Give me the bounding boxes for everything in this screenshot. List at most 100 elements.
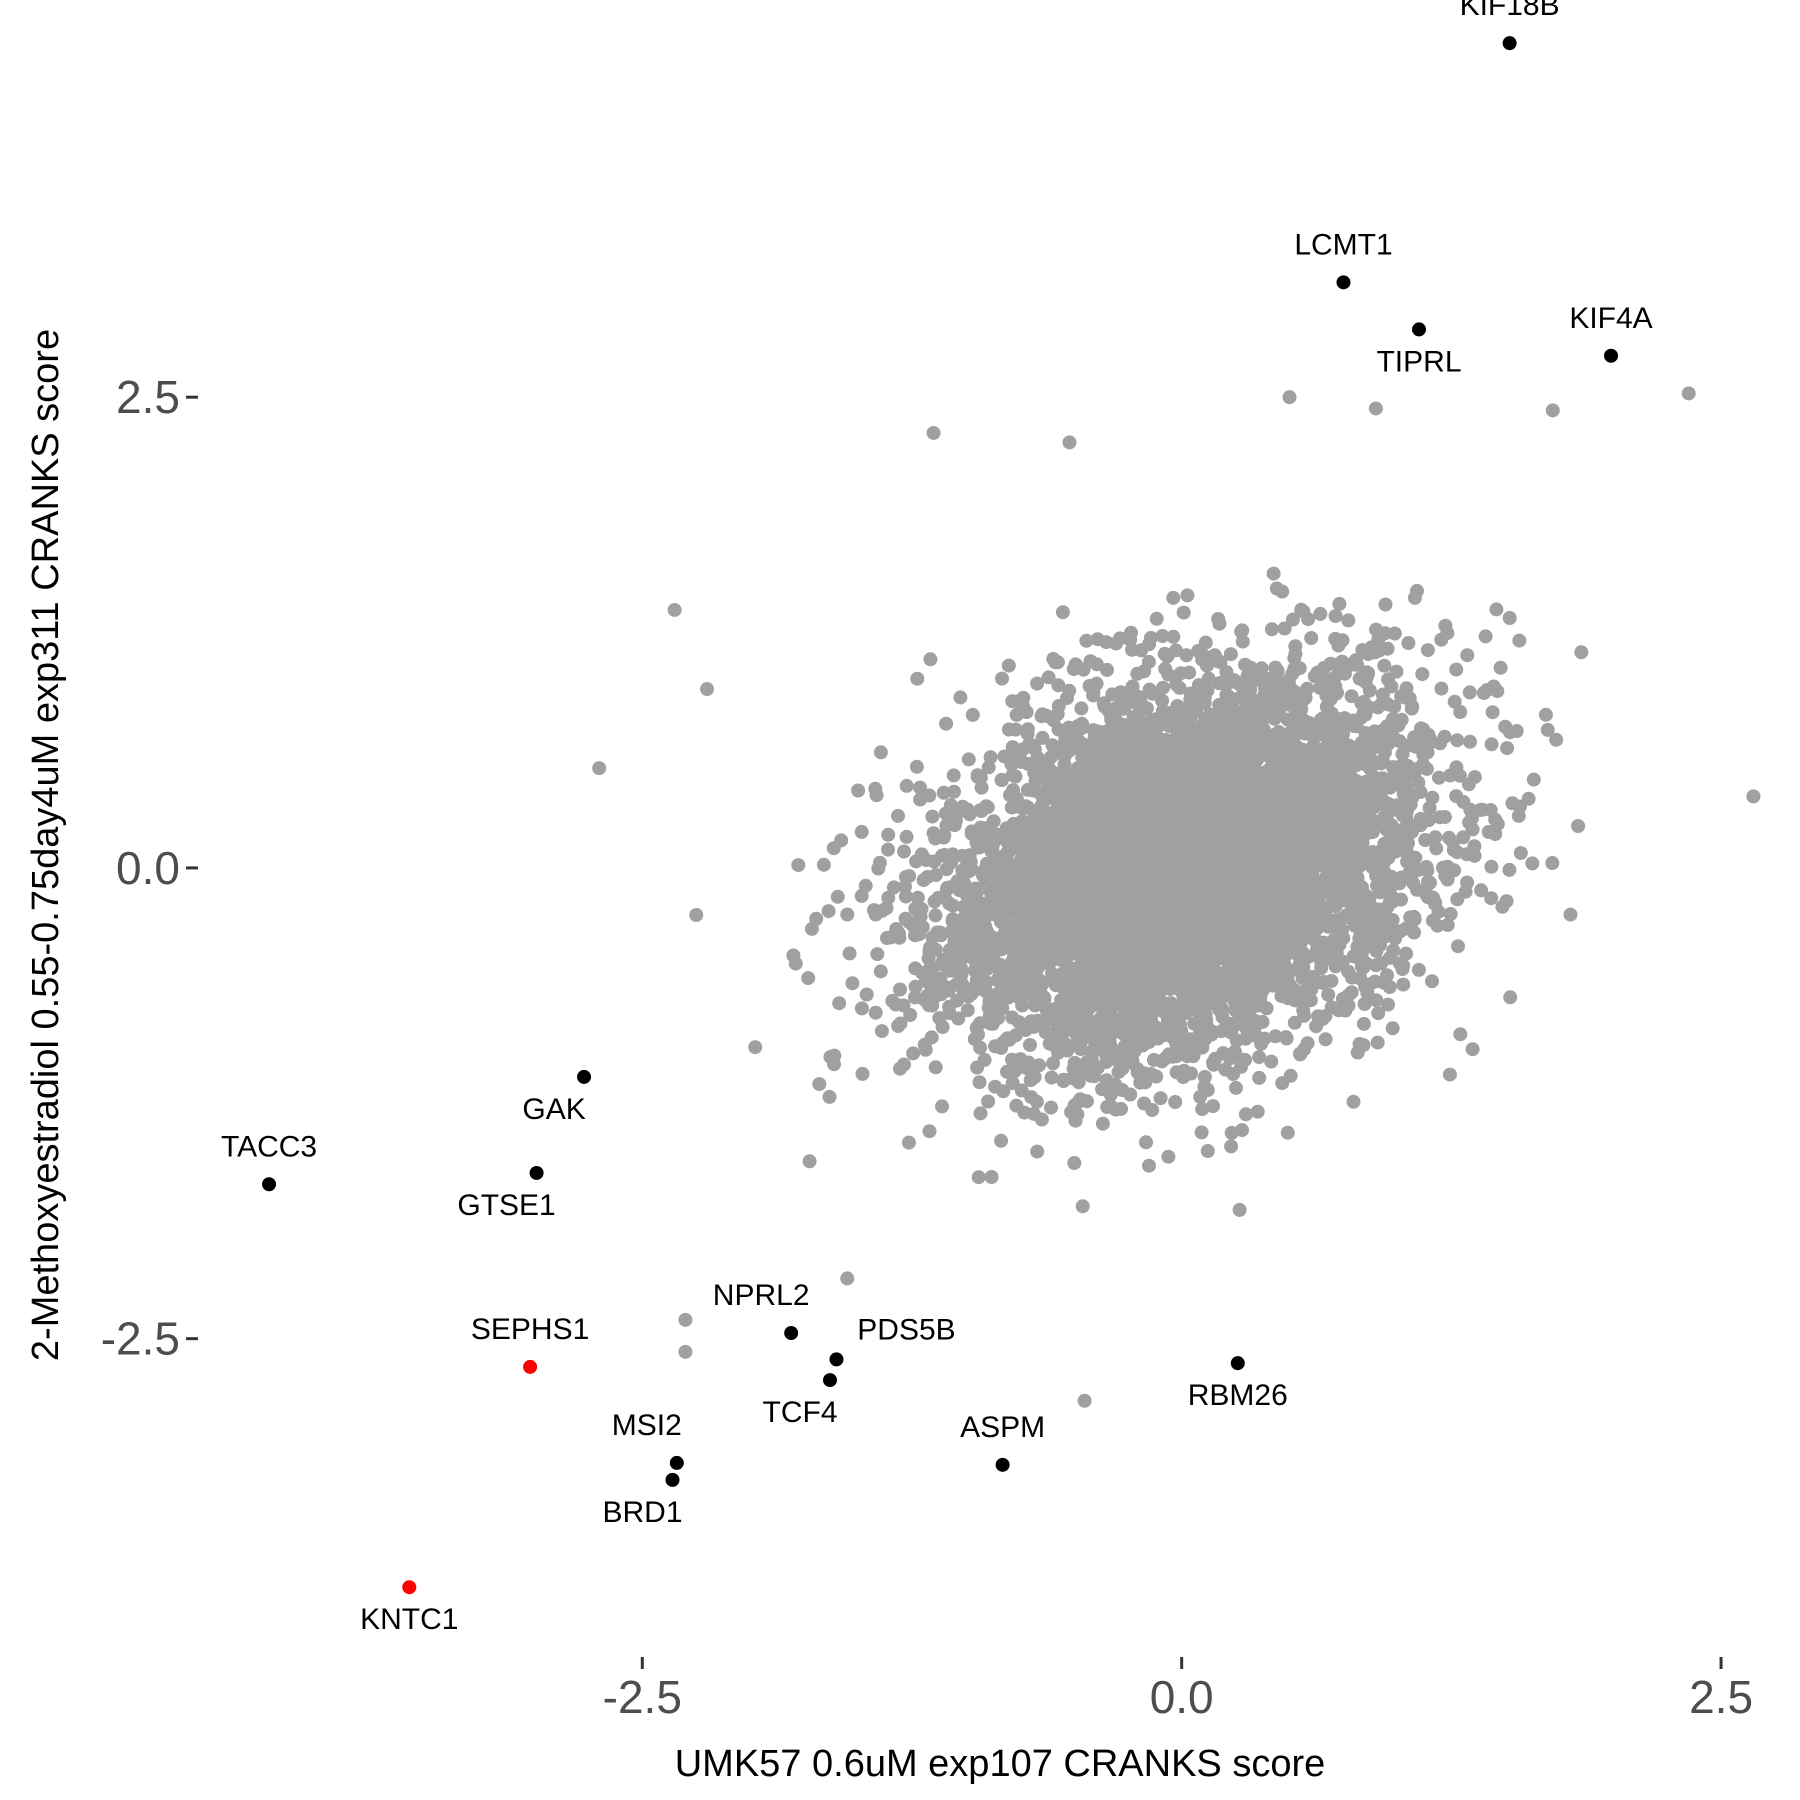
background-point [1432, 770, 1446, 785]
background-point [995, 773, 1009, 787]
background-point [1232, 1006, 1247, 1021]
background-point [973, 1106, 988, 1121]
background-point [1005, 1010, 1020, 1025]
background-point [1044, 1100, 1058, 1115]
background-point [802, 1154, 817, 1169]
background-point [1321, 987, 1336, 1002]
background-point [893, 982, 907, 997]
background-point [1450, 845, 1465, 860]
background-point [1285, 666, 1300, 681]
background-point [939, 716, 954, 731]
background-point [979, 799, 994, 814]
background-point [984, 1170, 999, 1184]
background-point [953, 690, 968, 705]
background-point [1146, 1052, 1161, 1067]
background-point [1057, 757, 1072, 772]
background-point [964, 824, 979, 839]
background-point [1300, 681, 1315, 696]
background-point [1100, 1100, 1115, 1114]
background-point [1161, 1149, 1176, 1164]
background-point [1234, 1052, 1249, 1067]
background-point [1440, 918, 1455, 932]
background-point [1166, 590, 1181, 605]
background-point [1176, 605, 1191, 620]
background-point [1035, 730, 1050, 745]
background-point [1001, 658, 1016, 673]
background-point [1075, 717, 1090, 732]
background-point [1499, 894, 1514, 909]
background-point [1055, 605, 1070, 620]
background-point [1067, 961, 1082, 976]
background-point [935, 848, 949, 863]
background-point [1563, 907, 1578, 922]
background-point [984, 844, 999, 858]
background-point [1212, 676, 1227, 691]
background-point [1067, 1156, 1082, 1170]
background-point [1407, 925, 1421, 940]
background-point [947, 784, 961, 799]
background-point [1401, 636, 1416, 650]
background-point [1304, 631, 1319, 645]
background-point [1113, 1057, 1128, 1071]
background-point [899, 829, 914, 844]
background-point [1267, 711, 1282, 726]
background-point [1385, 760, 1400, 775]
background-point [1449, 662, 1464, 677]
background-point [1312, 723, 1327, 737]
background-point [1017, 863, 1031, 878]
background-point [1229, 1080, 1243, 1095]
background-point [1256, 673, 1271, 688]
background-point [1502, 611, 1517, 625]
background-point [901, 1135, 916, 1150]
background-point [1503, 725, 1517, 740]
background-point [1368, 974, 1382, 989]
background-point [1490, 684, 1505, 699]
background-point [801, 971, 816, 986]
background-point [920, 870, 935, 884]
background-point [1079, 633, 1094, 648]
background-point [1442, 830, 1456, 845]
background-point [909, 854, 924, 869]
background-point [1285, 612, 1300, 627]
background-point [962, 848, 977, 863]
background-point [923, 652, 938, 667]
background-point [809, 911, 824, 926]
background-point [995, 671, 1009, 686]
background-point [988, 1079, 1003, 1094]
background-point [1398, 845, 1413, 859]
background-point [1385, 913, 1400, 927]
background-point [1125, 642, 1139, 657]
background-point [1442, 1067, 1457, 1082]
background-point [889, 922, 904, 936]
background-point [1214, 1005, 1229, 1020]
background-point [1264, 1054, 1279, 1069]
background-point [967, 912, 982, 927]
background-point [1374, 696, 1389, 711]
background-point [1380, 641, 1395, 656]
background-point [1075, 1199, 1090, 1214]
background-point [1245, 668, 1260, 683]
background-point [1381, 997, 1395, 1012]
background-point [965, 707, 980, 722]
background-point [1488, 812, 1503, 827]
background-point [1279, 1031, 1294, 1046]
background-point [1030, 676, 1045, 691]
background-point [935, 1020, 950, 1034]
background-point [1297, 1008, 1312, 1023]
background-point [1337, 666, 1352, 681]
background-point [1090, 632, 1105, 647]
background-point [1283, 1068, 1298, 1083]
background-point [1453, 1027, 1468, 1042]
background-point [1356, 1016, 1371, 1031]
background-point [1083, 654, 1098, 669]
background-point [1060, 784, 1075, 799]
background-point [1074, 701, 1089, 716]
background-point [1023, 1038, 1037, 1052]
background-point [913, 780, 927, 795]
background-point [1179, 648, 1194, 663]
background-point [1503, 990, 1518, 1005]
background-point [1394, 712, 1409, 727]
background-point [1252, 1050, 1267, 1065]
background-point [1145, 686, 1160, 701]
background-point [1155, 629, 1170, 643]
